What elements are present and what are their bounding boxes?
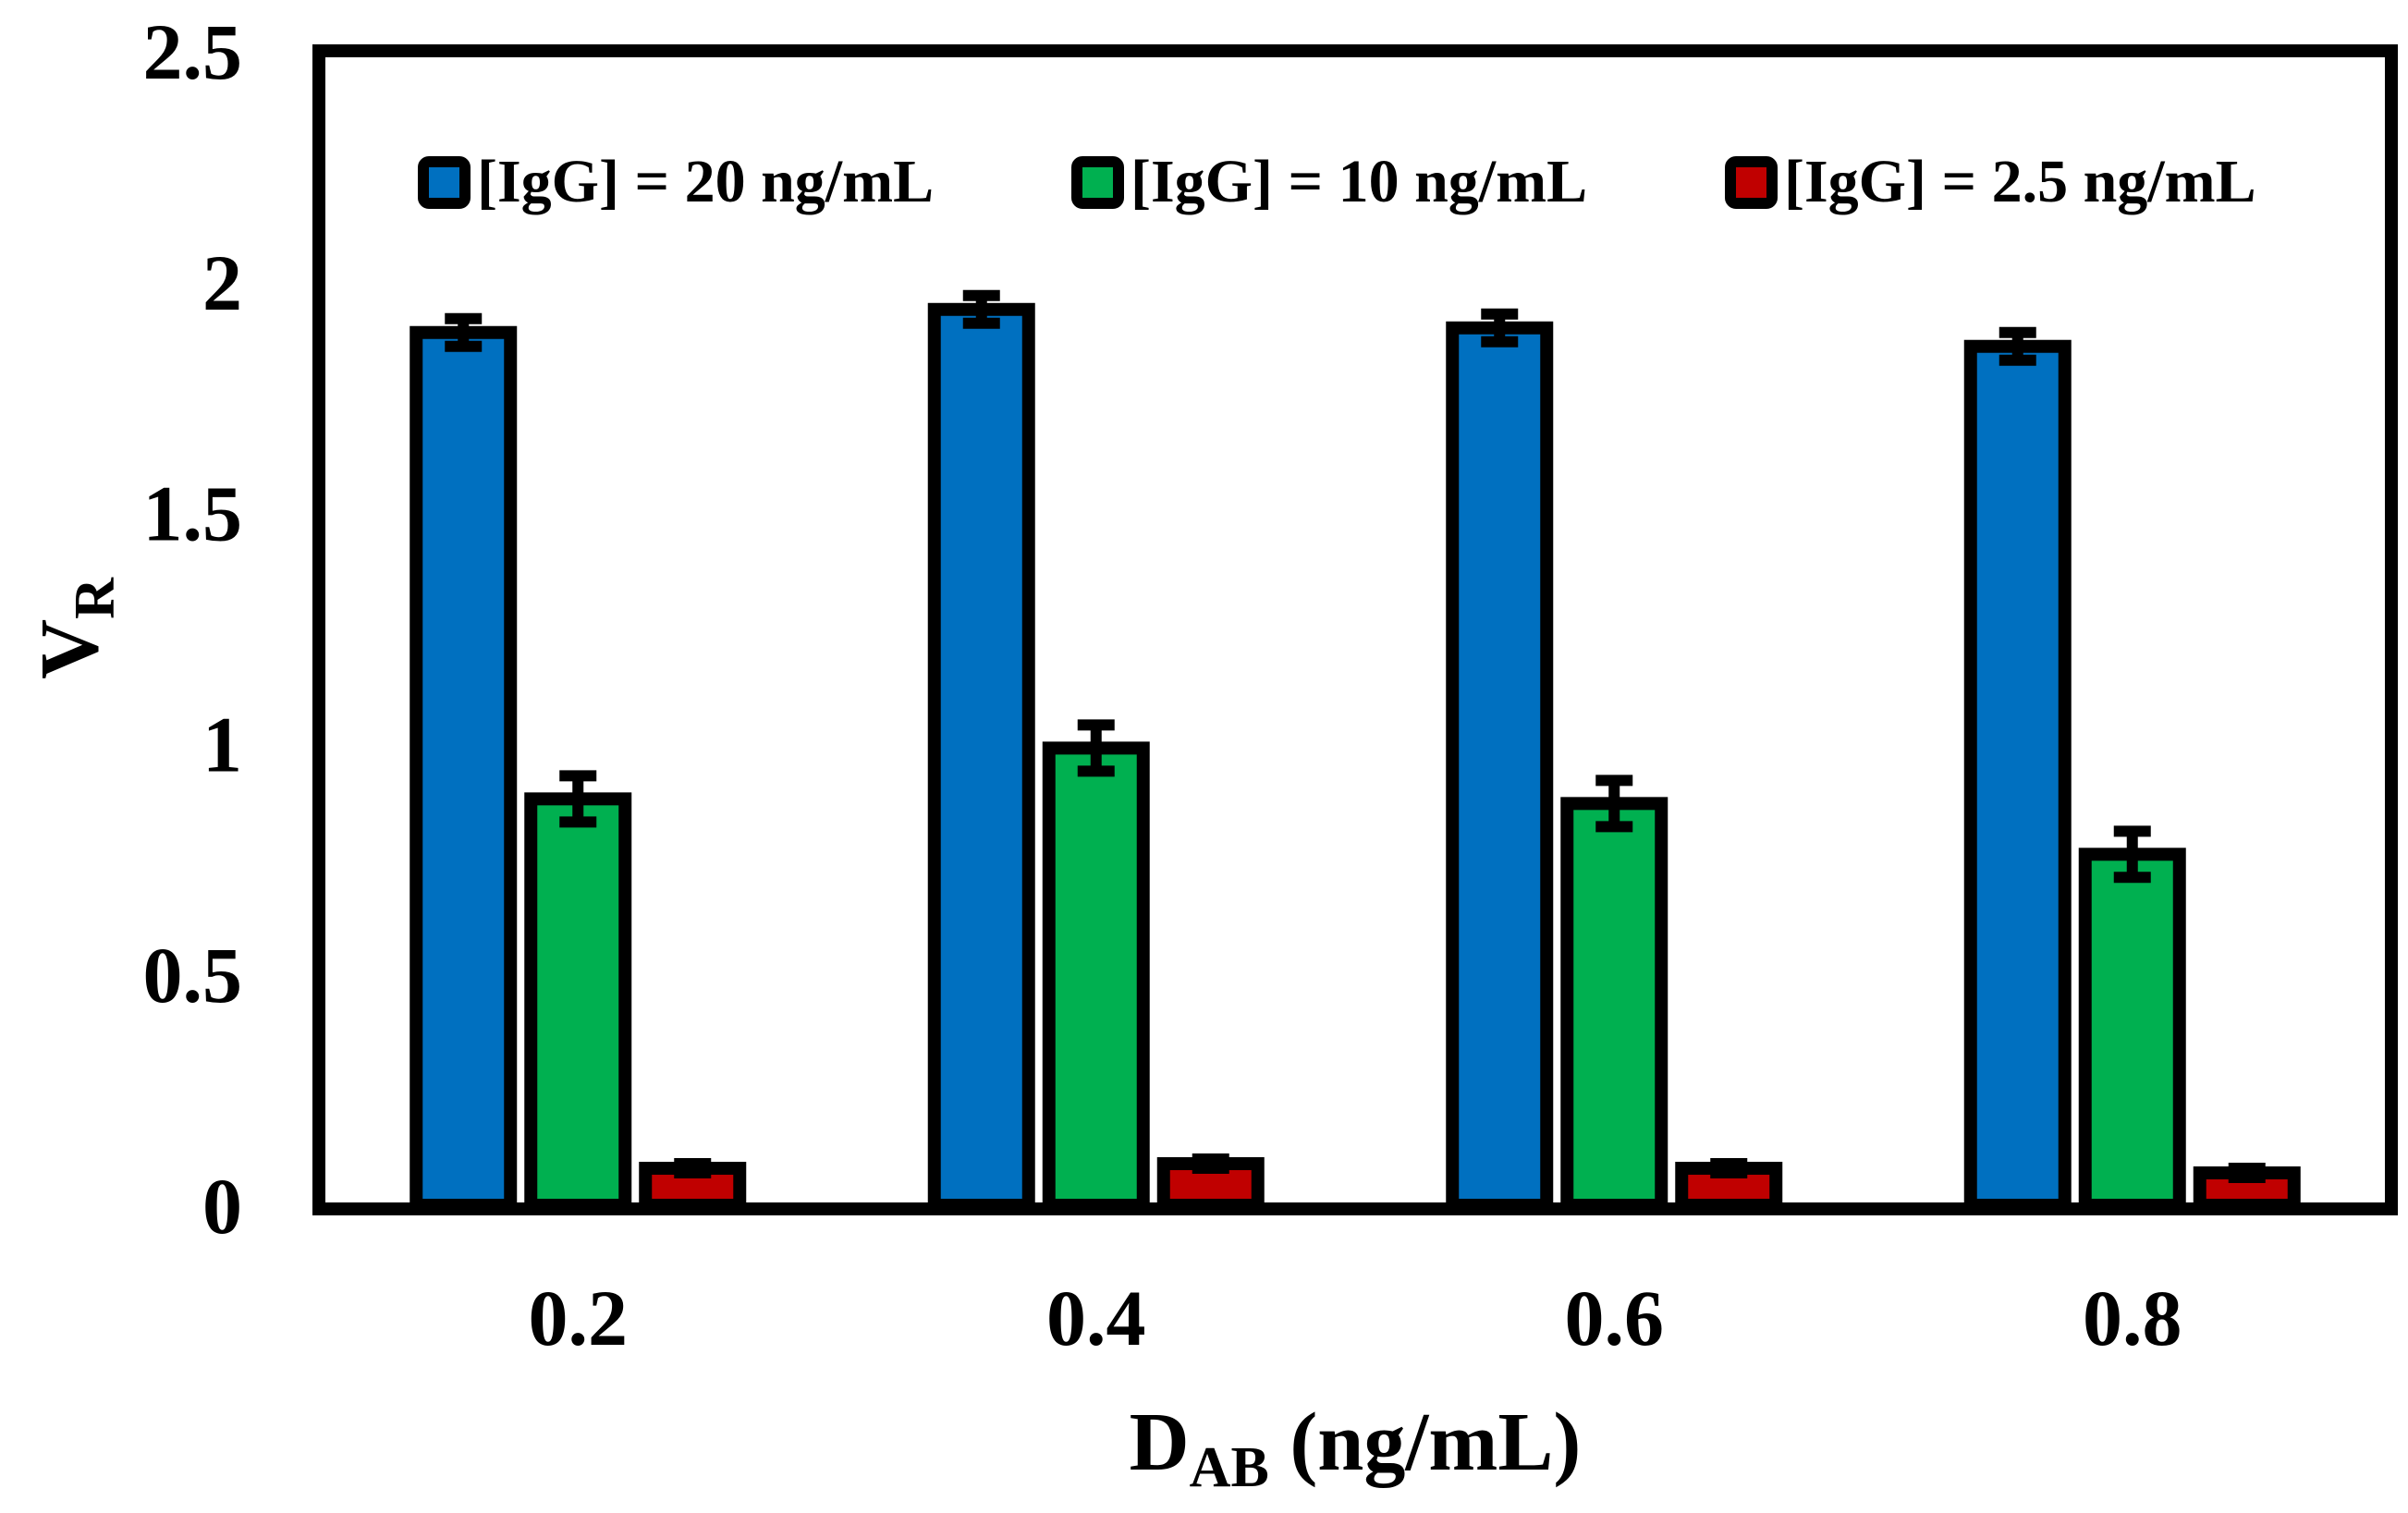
bar-series2-0.8	[2078, 848, 2186, 1213]
x-tick-labels: 0.2 0.4 0.6 0.8	[529, 1274, 2182, 1362]
error-bar-series3-0.4	[1192, 1153, 1229, 1175]
legend-swatch	[1071, 156, 1124, 209]
y-tick-label: 0	[202, 1162, 242, 1251]
error-bar-series2-0.6	[1595, 775, 1633, 833]
x-tick-label: 0.6	[1565, 1274, 1665, 1362]
bar-series2-0.6	[1560, 797, 1668, 1213]
x-axis-label: DAB (ng/mL)	[1130, 1397, 1582, 1499]
bars-layer	[409, 289, 2301, 1213]
y-tick-label: 0.5	[143, 931, 243, 1019]
y-tick-label: 1	[202, 700, 242, 788]
bar-series1-0.8	[1963, 339, 2072, 1212]
x-tick-label: 0.4	[1046, 1274, 1146, 1362]
bar-series2-0.2	[524, 792, 632, 1212]
legend-swatch	[1725, 156, 1778, 209]
x-axis-label-sub: AB	[1190, 1436, 1269, 1499]
y-axis-label-main: V	[24, 619, 116, 679]
error-bar-series2-0.8	[2113, 825, 2151, 884]
legend-item: [IgG] = 20 ng/mL	[418, 148, 934, 215]
x-tick-label: 0.8	[2083, 1274, 2182, 1362]
y-tick-label: 2	[202, 238, 242, 327]
legend-item: [IgG] = 2.5 ng/mL	[1725, 148, 2256, 215]
legend-label: [IgG] = 20 ng/mL	[477, 148, 934, 215]
legend-swatch	[418, 156, 471, 209]
y-axis-label-sub: R	[64, 577, 127, 619]
legend: [IgG] = 20 ng/mL [IgG] = 10 ng/mL [IgG] = …	[418, 148, 2256, 215]
x-axis-label-unit: (ng/mL)	[1269, 1397, 1582, 1488]
error-bar-series2-0.2	[559, 770, 597, 828]
error-bar-series3-0.8	[2228, 1163, 2266, 1184]
bar-series1-0.6	[1446, 321, 1554, 1212]
error-bar-series3-0.6	[1710, 1158, 1748, 1179]
plot-frame	[312, 44, 2398, 1215]
x-axis-label-main: D	[1130, 1397, 1190, 1488]
y-tick-label: 2.5	[143, 7, 243, 96]
legend-label: [IgG] = 2.5 ng/mL	[1784, 148, 2256, 215]
bar-series2-0.4	[1042, 741, 1150, 1212]
legend-item: [IgG] = 10 ng/mL	[1071, 148, 1587, 215]
error-bar-series1-0.2	[445, 312, 483, 352]
y-tick-label: 1.5	[143, 470, 243, 558]
error-bar-series3-0.2	[674, 1158, 712, 1179]
x-tick-label: 0.2	[529, 1274, 629, 1362]
error-bar-series1-0.4	[962, 289, 1000, 329]
error-bar-series2-0.4	[1077, 719, 1115, 777]
legend-label: [IgG] = 10 ng/mL	[1131, 148, 1587, 215]
y-axis-label: VR	[24, 577, 127, 679]
y-tick-labels: 0 0.5 1 1.5 2 2.5	[143, 7, 243, 1251]
bar-series1-0.2	[409, 325, 518, 1213]
error-bar-series1-0.6	[1481, 308, 1519, 348]
error-bar-series1-0.8	[1999, 326, 2036, 366]
bar-series1-0.4	[927, 302, 1035, 1212]
